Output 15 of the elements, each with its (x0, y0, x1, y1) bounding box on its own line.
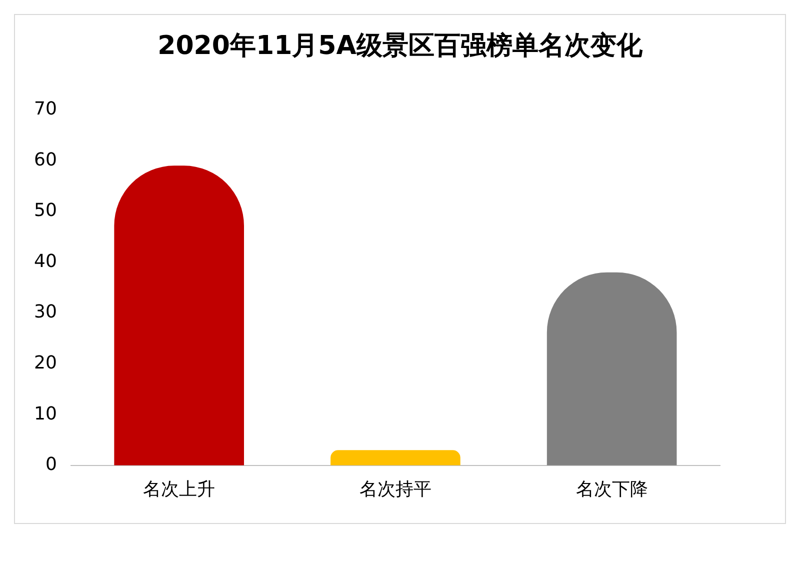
y-tick-label: 60 (34, 149, 57, 170)
x-tick-label: 名次上升 (143, 478, 216, 500)
y-tick-label: 10 (34, 403, 57, 424)
chart-title: 2020年11月5A级景区百强榜单名次变化 (156, 30, 644, 63)
x-tick-label: 名次持平 (359, 478, 432, 500)
y-tick-label: 30 (34, 302, 57, 323)
bar (330, 450, 460, 466)
y-tick-label: 0 (45, 454, 57, 476)
x-tick-label: 名次下降 (576, 478, 648, 500)
y-tick-label: 40 (34, 250, 57, 272)
bar (114, 166, 244, 466)
bar (546, 272, 677, 466)
y-tick-label: 50 (34, 200, 57, 222)
y-tick-label: 70 (34, 98, 57, 120)
y-tick-label: 20 (34, 352, 57, 374)
